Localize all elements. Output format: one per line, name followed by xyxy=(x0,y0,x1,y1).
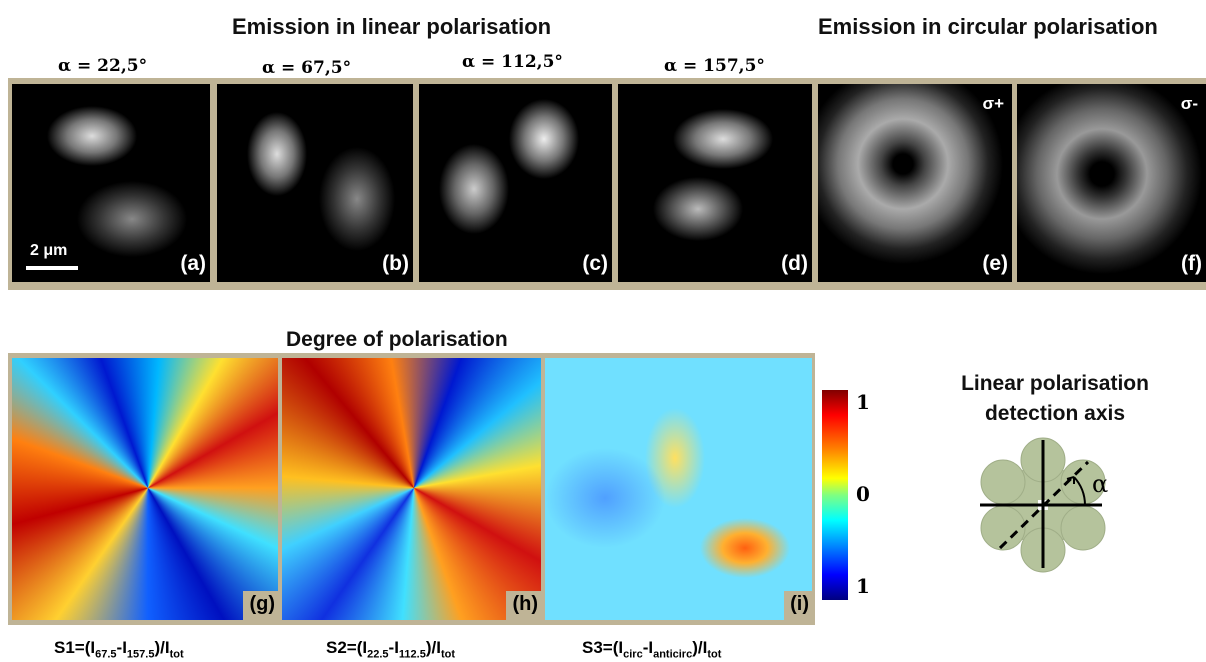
formula-subscript: 157.5 xyxy=(127,648,155,660)
panel-label: (i) xyxy=(784,591,812,620)
corner-label: σ+ xyxy=(982,94,1004,114)
formula-subscript: 112.5 xyxy=(399,648,426,660)
formula-subscript: anticirc xyxy=(653,648,692,660)
scale-bar-label: 2 μm xyxy=(30,242,67,260)
circular-title: Emission in circular polarisation xyxy=(818,14,1158,40)
panel-label: (d) xyxy=(781,252,808,276)
corner-label: σ- xyxy=(1181,94,1198,114)
colorbar-label: 1 xyxy=(856,390,870,414)
formula-subscript: tot xyxy=(707,648,721,660)
formula-subscript: tot xyxy=(441,648,455,660)
formula-part: -I xyxy=(389,638,399,657)
linear-title: Emission in linear polarisation xyxy=(232,14,551,40)
formula-part: -I xyxy=(117,638,127,657)
image-f: σ- (f) xyxy=(1017,84,1206,282)
panel-label: (f) xyxy=(1181,252,1202,276)
diagram-title-line: detection axis xyxy=(930,402,1180,426)
formula-subscript: 22.5 xyxy=(367,648,388,660)
scale-bar xyxy=(26,266,78,270)
image-a: 2 μm (a) xyxy=(12,84,210,282)
angle-label: α = 67,5° xyxy=(262,58,351,78)
formula-part: )/I xyxy=(692,638,707,657)
map-i: (i) xyxy=(545,358,812,620)
formula-subscript: 67.5 xyxy=(95,648,116,660)
bottom-title: Degree of polarisation xyxy=(286,328,508,352)
formula-part: -I xyxy=(643,638,653,657)
formula-subscript: tot xyxy=(170,648,184,660)
image-e: σ+ (e) xyxy=(818,84,1012,282)
colorbar-label: 0 xyxy=(856,482,870,506)
formula-part: )/I xyxy=(154,638,169,657)
formula-part: )/I xyxy=(426,638,441,657)
image-c: (c) xyxy=(419,84,612,282)
formula: S2=(I22.5-I112.5)/Itot xyxy=(326,638,455,660)
figure: Emission in linear polarisation Emission… xyxy=(0,0,1206,662)
formula-part: S2=(I xyxy=(326,638,367,657)
colorbar xyxy=(822,390,848,600)
panel-label: (h) xyxy=(506,591,541,620)
image-b: (b) xyxy=(217,84,413,282)
image-d: (d) xyxy=(618,84,812,282)
panel-label: (a) xyxy=(180,252,206,276)
angle-label: α = 22,5° xyxy=(58,56,147,76)
panel-label: (b) xyxy=(382,252,409,276)
formula: S1=(I67.5-I157.5)/Itot xyxy=(54,638,184,660)
panel-label: (c) xyxy=(582,252,608,276)
angle-symbol: α xyxy=(1092,470,1108,498)
map-g: (g) xyxy=(12,358,278,620)
panel-label: (g) xyxy=(243,591,278,620)
axis-diagram: α xyxy=(960,430,1130,580)
panel-label: (e) xyxy=(982,252,1008,276)
angle-label: α = 112,5° xyxy=(462,52,563,72)
colorbar-label: 1 xyxy=(856,574,870,598)
diagram-title-line: Linear polarisation xyxy=(930,372,1180,396)
formula-part: S1=(I xyxy=(54,638,95,657)
formula-part: S3=(I xyxy=(582,638,623,657)
map-h: (h) xyxy=(282,358,541,620)
formula-subscript: circ xyxy=(623,648,643,660)
angle-label: α = 157,5° xyxy=(664,56,765,76)
formula: S3=(Icirc-Ianticirc)/Itot xyxy=(582,638,721,660)
